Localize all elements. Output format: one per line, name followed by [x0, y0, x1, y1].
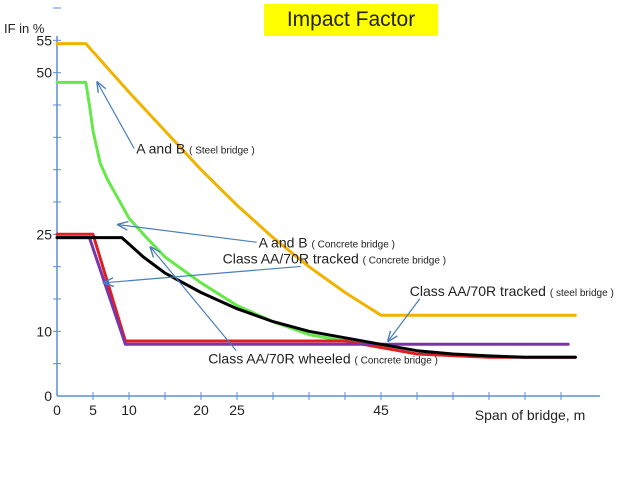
- annotation-label: A and B ( Concrete bridge ): [259, 234, 395, 250]
- x-tick-label: 0: [53, 402, 61, 418]
- annotation-label: Class AA/70R tracked ( steel bridge ): [410, 283, 614, 299]
- annotation-note: ( Concrete bridge ): [363, 255, 446, 266]
- annotation-label: Class AA/70R tracked ( Concrete bridge ): [223, 250, 446, 266]
- annotation-arrow: [97, 82, 135, 149]
- annotation-label: A and B ( Steel bridge ): [136, 141, 255, 157]
- annotation-note: ( Concrete bridge ): [312, 239, 395, 250]
- series-line-steel_ab: [55, 42, 577, 317]
- series-line-concrete_ab: [55, 80, 369, 346]
- x-axis-label: Span of bridge, m: [475, 407, 586, 423]
- chart-title: Impact Factor: [264, 4, 438, 36]
- annotation-arrow: [151, 247, 237, 352]
- x-tick-label: 10: [121, 402, 137, 418]
- annotation-note: ( Concrete bridge ): [355, 356, 438, 367]
- x-tick-label: 45: [373, 402, 389, 418]
- x-tick-label: 20: [193, 402, 209, 418]
- series-line-aa_70r_tracked_concrete: [55, 236, 577, 359]
- y-axis-label: IF in %: [4, 21, 45, 36]
- annotation-arrow: [118, 225, 257, 243]
- y-tick-label: 0: [44, 388, 52, 404]
- x-tick-label: 25: [229, 402, 245, 418]
- annotation-note: ( steel bridge ): [550, 288, 614, 299]
- y-tick-label: 55: [36, 32, 52, 48]
- annotation-note: ( Steel bridge ): [189, 146, 255, 157]
- x-tick-label: 5: [89, 402, 97, 418]
- y-tick-label: 50: [36, 65, 52, 81]
- y-tick-label: 25: [36, 226, 52, 242]
- annotation-arrow: [388, 298, 421, 341]
- y-tick-label: 10: [36, 323, 52, 339]
- annotation-arrow: [104, 265, 301, 282]
